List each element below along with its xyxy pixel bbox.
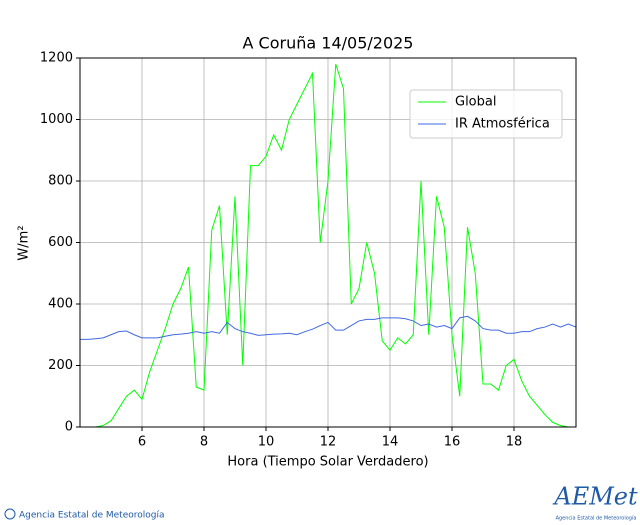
footer-credit: Agencia Estatal de Meteorología xyxy=(19,511,165,521)
chart-title: A Coruña 14/05/2025 xyxy=(243,34,414,53)
legend-box xyxy=(409,89,563,139)
y-axis-label: W/m² xyxy=(17,225,32,260)
plot-frame xyxy=(79,57,577,428)
series-line xyxy=(80,315,577,340)
y-tick-label: 600 xyxy=(48,235,73,250)
x-axis-label: Hora (Tiempo Solar Verdadero) xyxy=(227,455,428,470)
y-tick-label: 200 xyxy=(48,358,73,373)
y-tick-label: 1200 xyxy=(40,51,73,66)
legend-label: IR Atmosférica xyxy=(455,117,550,132)
x-tick-label: 8 xyxy=(200,435,208,450)
x-tick-label: 10 xyxy=(258,435,275,450)
legend-label: Global xyxy=(455,95,496,110)
x-tick-label: 18 xyxy=(506,435,523,450)
logo-caption: Agencia Estatal de Meteorología xyxy=(556,515,637,522)
x-tick-label: 6 xyxy=(138,435,146,450)
y-tick-label: 1000 xyxy=(40,112,73,127)
series-line xyxy=(80,63,576,428)
copyright-icon xyxy=(4,508,16,520)
y-tick-label: 400 xyxy=(48,297,73,312)
x-tick-label: 14 xyxy=(382,435,399,450)
logo: AEMet xyxy=(552,483,638,511)
y-tick-label: 0 xyxy=(65,420,73,435)
y-tick-label: 800 xyxy=(48,174,73,189)
x-tick-label: 16 xyxy=(444,435,461,450)
x-tick-label: 12 xyxy=(320,435,337,450)
